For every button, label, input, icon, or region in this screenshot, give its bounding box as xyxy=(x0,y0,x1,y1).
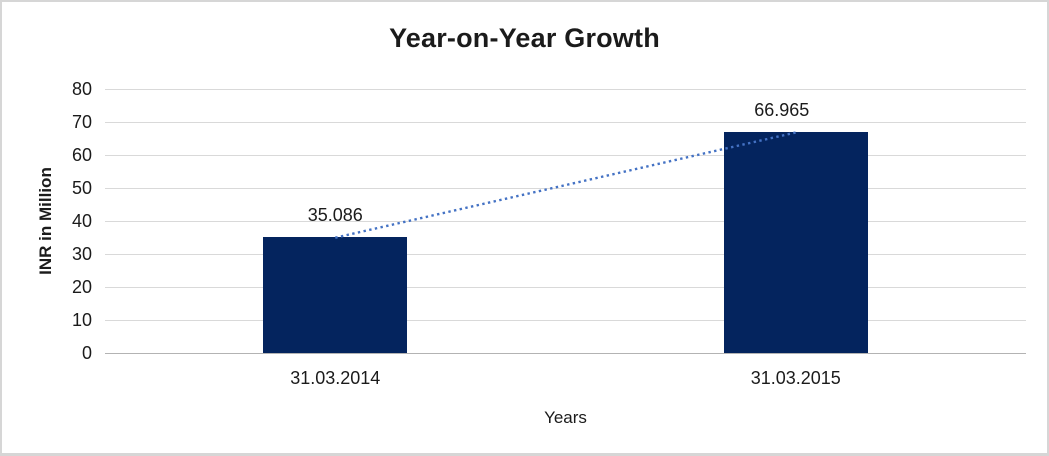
y-tick-label: 60 xyxy=(71,145,92,165)
gridline xyxy=(105,319,1026,321)
y-tick-label: 10 xyxy=(71,310,92,330)
bar xyxy=(263,237,408,353)
bar xyxy=(723,132,868,353)
y-tick-label: 30 xyxy=(71,244,92,264)
y-tick-label: 70 xyxy=(71,112,92,132)
x-axis-title: Years xyxy=(544,408,587,427)
plot-area: 35.086 31.03.2014 66.965 31.03.2015 xyxy=(105,88,1026,388)
x-axis-line xyxy=(105,352,1026,354)
gridline xyxy=(105,88,1026,90)
bar-value-label: 35.086 xyxy=(307,205,363,226)
trendline xyxy=(334,131,797,239)
x-tick-label: 31.03.2014 xyxy=(290,368,381,388)
y-tick-label: 0 xyxy=(81,343,92,363)
x-tick-label: 31.03.2015 xyxy=(750,368,841,388)
y-tick-label: 20 xyxy=(71,277,92,297)
gridline xyxy=(105,253,1026,255)
gridline xyxy=(105,154,1026,156)
y-tick-label: 40 xyxy=(71,211,92,231)
y-tick-label: 80 xyxy=(71,79,92,99)
y-tick-label: 50 xyxy=(71,178,92,198)
bar-value-label: 66.965 xyxy=(754,100,810,120)
gridline xyxy=(105,121,1026,123)
gridline xyxy=(105,286,1026,288)
chart-title: Year-on-Year Growth xyxy=(389,23,660,53)
gridline xyxy=(105,187,1026,189)
gridline xyxy=(105,220,1026,222)
